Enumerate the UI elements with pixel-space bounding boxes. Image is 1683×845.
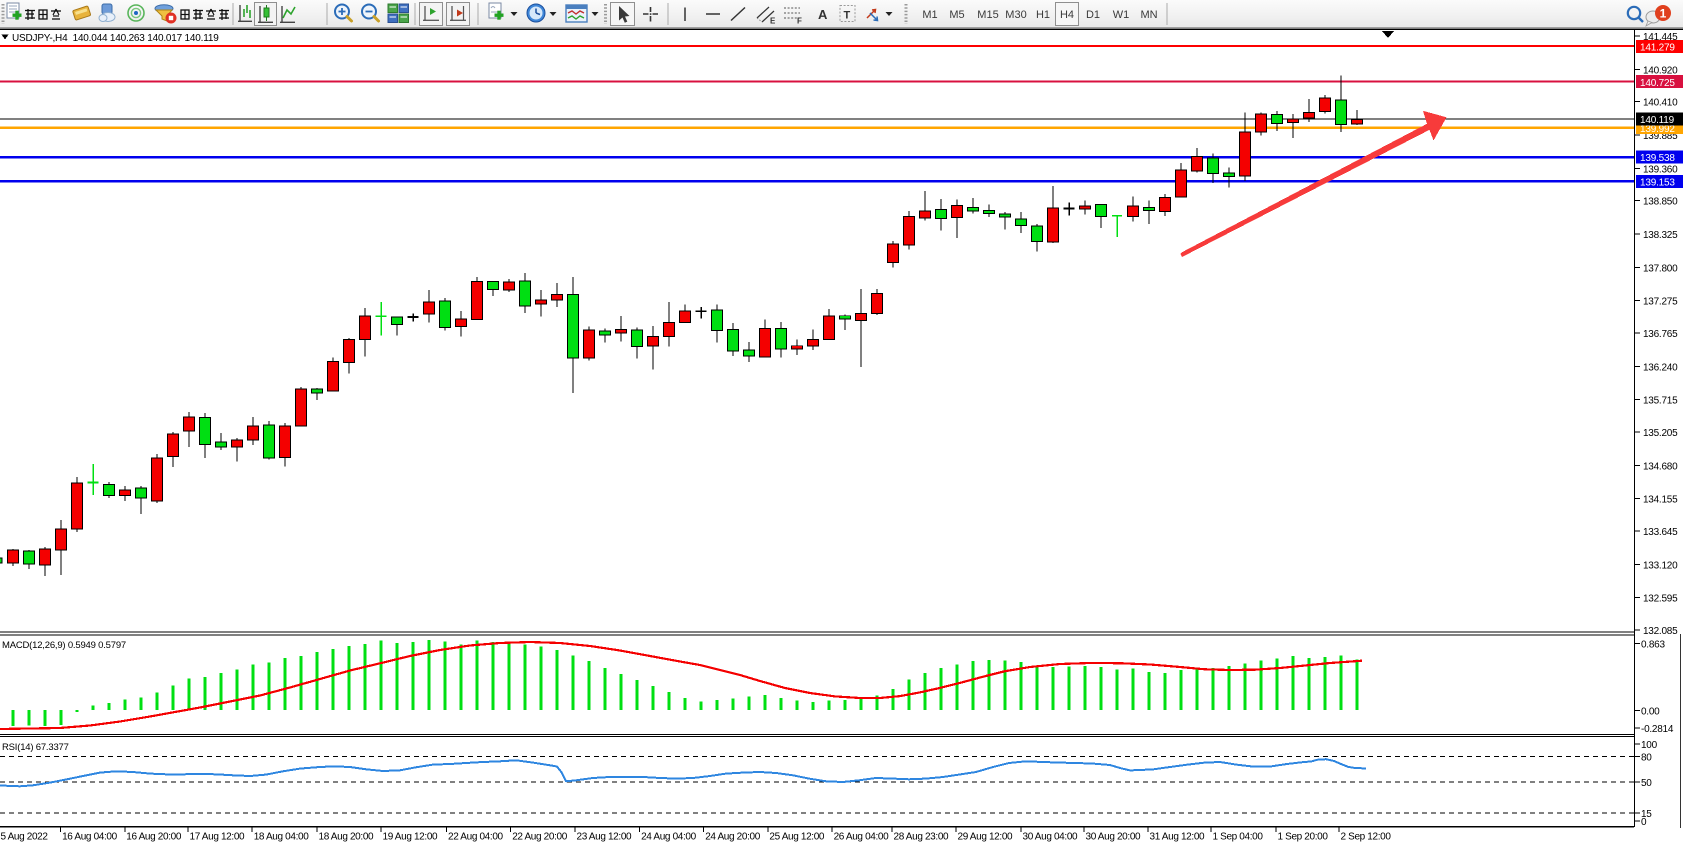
svg-text:28 Aug 23:00: 28 Aug 23:00 (894, 832, 950, 843)
svg-text:141.445: 141.445 (1643, 32, 1678, 43)
svg-text:T: T (844, 10, 851, 22)
svg-text:135.715: 135.715 (1643, 396, 1678, 407)
svg-text:22 Aug 04:00: 22 Aug 04:00 (448, 832, 504, 843)
svg-text:A: A (818, 7, 828, 22)
svg-text:MACD(12,26,9) 0.5949 0.5797: MACD(12,26,9) 0.5949 0.5797 (2, 640, 126, 651)
svg-text:M5: M5 (949, 9, 964, 21)
svg-text:F: F (797, 17, 802, 26)
svg-text:31 Aug 12:00: 31 Aug 12:00 (1150, 832, 1206, 843)
svg-text:1 Sep 04:00: 1 Sep 04:00 (1213, 832, 1264, 843)
svg-text:24 Aug 04:00: 24 Aug 04:00 (641, 832, 697, 843)
svg-text:139.538: 139.538 (1640, 153, 1675, 164)
svg-text:140.119: 140.119 (1640, 115, 1675, 126)
svg-text:140.725: 140.725 (1640, 78, 1675, 89)
svg-text:H1: H1 (1036, 9, 1050, 21)
svg-text:5 Aug 2022: 5 Aug 2022 (1, 832, 49, 843)
svg-text:136.240: 136.240 (1643, 362, 1678, 373)
svg-text:139.360: 139.360 (1643, 164, 1678, 175)
svg-text:139.992: 139.992 (1640, 124, 1675, 135)
svg-text:141.279: 141.279 (1640, 43, 1675, 54)
svg-text:15: 15 (1641, 809, 1652, 820)
svg-text:W1: W1 (1113, 9, 1130, 21)
svg-text:139.885: 139.885 (1643, 131, 1678, 142)
svg-text:26 Aug 04:00: 26 Aug 04:00 (834, 832, 890, 843)
svg-text:23 Aug 12:00: 23 Aug 12:00 (577, 832, 633, 843)
svg-text:133.120: 133.120 (1643, 560, 1678, 571)
svg-text:137.275: 137.275 (1643, 297, 1678, 308)
svg-text:136.765: 136.765 (1643, 329, 1678, 340)
svg-text:0.863: 0.863 (1641, 640, 1665, 651)
svg-text:1 Sep 20:00: 1 Sep 20:00 (1278, 832, 1329, 843)
svg-text:138.325: 138.325 (1643, 230, 1678, 241)
svg-text:0.00: 0.00 (1641, 707, 1660, 718)
svg-text:18 Aug 20:00: 18 Aug 20:00 (319, 832, 375, 843)
svg-text:100: 100 (1641, 740, 1658, 751)
svg-text:D1: D1 (1086, 9, 1100, 21)
svg-text:25 Aug 12:00: 25 Aug 12:00 (769, 832, 825, 843)
svg-text:17 Aug 12:00: 17 Aug 12:00 (190, 832, 246, 843)
svg-text:139.153: 139.153 (1640, 178, 1675, 189)
svg-text:RSI(14) 67.3377: RSI(14) 67.3377 (2, 742, 69, 753)
svg-text:16 Aug 20:00: 16 Aug 20:00 (126, 832, 182, 843)
svg-text:M1: M1 (922, 9, 937, 21)
svg-text:134.155: 134.155 (1643, 495, 1678, 506)
svg-text:138.850: 138.850 (1643, 197, 1678, 208)
svg-text:24 Aug 20:00: 24 Aug 20:00 (705, 832, 761, 843)
svg-text:H4: H4 (1060, 9, 1074, 21)
svg-text:E: E (770, 17, 776, 26)
svg-text:30 Aug 04:00: 30 Aug 04:00 (1023, 832, 1079, 843)
svg-text:22 Aug 20:00: 22 Aug 20:00 (512, 832, 568, 843)
svg-text:USDJPY-,H4 140.044 140.263 14: USDJPY-,H4 140.044 140.263 140.017 140.1… (12, 33, 219, 44)
svg-text:2 Sep 12:00: 2 Sep 12:00 (1341, 832, 1392, 843)
svg-text:134.680: 134.680 (1643, 461, 1678, 472)
svg-text:19 Aug 12:00: 19 Aug 12:00 (383, 832, 439, 843)
svg-text:M15: M15 (977, 9, 998, 21)
svg-text:140.920: 140.920 (1643, 65, 1678, 76)
svg-text:0: 0 (1641, 817, 1647, 828)
svg-text:30 Aug 20:00: 30 Aug 20:00 (1086, 832, 1142, 843)
svg-text:133.645: 133.645 (1643, 527, 1678, 538)
svg-text:MN: MN (1140, 9, 1157, 21)
svg-text:132.595: 132.595 (1643, 594, 1678, 605)
svg-text:29 Aug 12:00: 29 Aug 12:00 (958, 832, 1014, 843)
svg-text:50: 50 (1641, 778, 1652, 789)
svg-text:132.085: 132.085 (1643, 626, 1678, 637)
svg-text:135.205: 135.205 (1643, 428, 1678, 439)
svg-text:18 Aug 04:00: 18 Aug 04:00 (254, 832, 310, 843)
svg-text:16 Aug 04:00: 16 Aug 04:00 (62, 832, 118, 843)
svg-text:1: 1 (1660, 7, 1667, 21)
svg-text:-0.2814: -0.2814 (1641, 724, 1674, 735)
svg-text:M30: M30 (1005, 9, 1026, 21)
svg-text:140.410: 140.410 (1643, 98, 1678, 109)
svg-text:137.800: 137.800 (1643, 263, 1678, 274)
svg-text:80: 80 (1641, 752, 1652, 763)
